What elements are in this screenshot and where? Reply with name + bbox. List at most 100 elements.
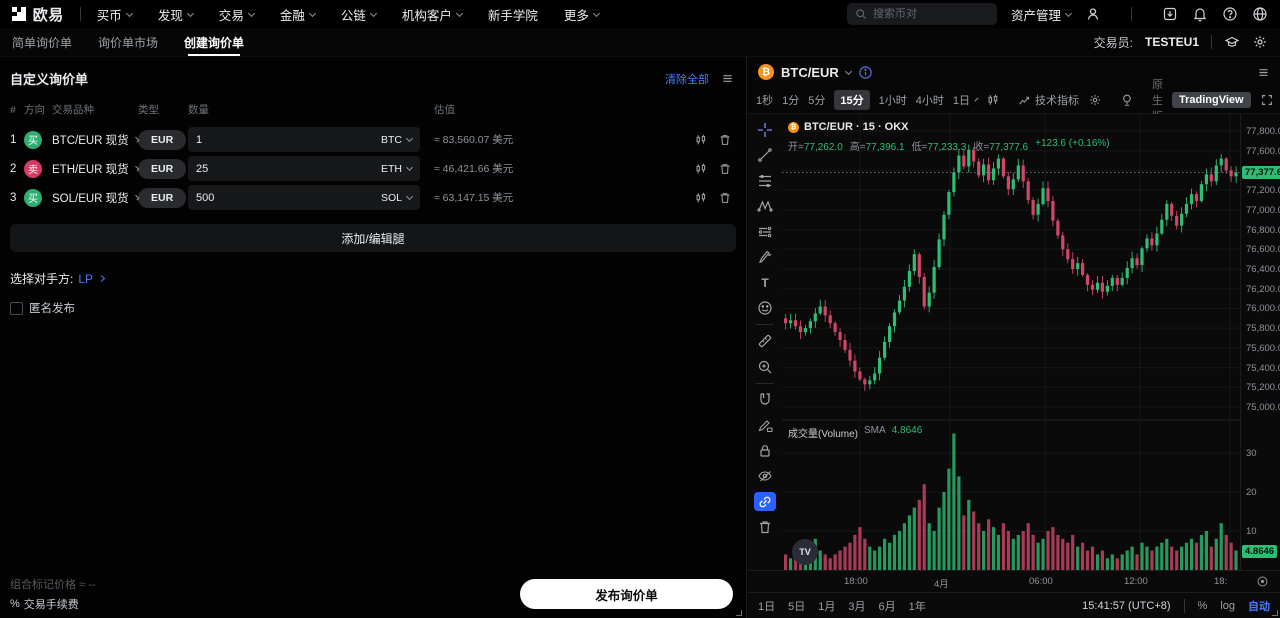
logo-text[interactable]: 欧易 bbox=[32, 6, 64, 24]
range-6mo[interactable]: 6月 bbox=[878, 600, 896, 613]
okx-logo-icon[interactable] bbox=[12, 7, 26, 21]
menu-institutional[interactable]: 机构客户 bbox=[402, 5, 463, 24]
auto-scale-toggle[interactable]: 自动 bbox=[1248, 600, 1270, 613]
instrument-selector[interactable]: BTC/EUR 现货 bbox=[52, 132, 140, 148]
tab-create-rfq[interactable]: 创建询价单 bbox=[184, 28, 244, 56]
search-box[interactable] bbox=[846, 3, 997, 25]
log-scale-toggle[interactable]: log bbox=[1220, 599, 1235, 612]
resize-handle[interactable] bbox=[736, 610, 742, 616]
depth-chart-icon[interactable] bbox=[694, 133, 708, 147]
language-globe-icon[interactable] bbox=[1252, 6, 1268, 22]
amount-input[interactable] bbox=[196, 133, 381, 146]
symbol-selector[interactable]: BTC/EUR bbox=[781, 64, 839, 80]
info-icon[interactable] bbox=[858, 65, 873, 80]
zoom-in-tool-icon[interactable] bbox=[754, 357, 776, 376]
drawing-lock-tool-icon[interactable] bbox=[754, 416, 776, 435]
menu-finance[interactable]: 金融 bbox=[280, 5, 316, 24]
notifications-icon[interactable] bbox=[1192, 6, 1208, 22]
go-to-realtime-icon[interactable] bbox=[1256, 575, 1269, 588]
chart-list-icon[interactable] bbox=[1257, 66, 1270, 79]
chart-area[interactable]: T ₿ BTC/EUR · 15 · OKX bbox=[748, 114, 1280, 618]
currency-type-pill[interactable]: EUR bbox=[138, 158, 187, 179]
display-settings-icon[interactable] bbox=[1120, 93, 1134, 107]
range-1mo[interactable]: 1月 bbox=[818, 600, 836, 613]
position-tool-icon[interactable] bbox=[754, 222, 776, 241]
magnet-tool-icon[interactable] bbox=[754, 390, 776, 409]
interval-15m[interactable]: 15分 bbox=[834, 90, 870, 110]
drawing-toolbar: T bbox=[748, 120, 781, 537]
fee-label: 交易手续费 bbox=[23, 599, 79, 611]
time-axis[interactable]: 18:00 4月 06:00 12:00 18: bbox=[748, 570, 1280, 592]
help-icon[interactable] bbox=[1222, 6, 1238, 22]
menu-buy-crypto[interactable]: 买币 bbox=[97, 5, 133, 24]
menu-discover[interactable]: 发现 bbox=[158, 5, 194, 24]
currency-type-pill[interactable]: EUR bbox=[138, 129, 187, 150]
fib-retracement-tool-icon[interactable] bbox=[754, 171, 776, 190]
depth-chart-icon[interactable] bbox=[694, 162, 708, 176]
unit-dropdown[interactable]: SOL bbox=[381, 192, 414, 204]
range-1y[interactable]: 1年 bbox=[908, 600, 926, 613]
settings-gear-icon[interactable] bbox=[1252, 34, 1268, 50]
instrument-selector[interactable]: ETH/EUR 现货 bbox=[52, 161, 140, 177]
tab-simple-rfq[interactable]: 简单询价单 bbox=[12, 35, 73, 50]
menu-trade[interactable]: 交易 bbox=[219, 5, 255, 24]
brush-tool-icon[interactable] bbox=[754, 248, 776, 267]
delete-leg-icon[interactable] bbox=[718, 133, 732, 147]
trendline-tool-icon[interactable] bbox=[754, 146, 776, 165]
tradingview-version-tab[interactable]: TradingView bbox=[1172, 92, 1251, 108]
publish-rfq-button[interactable]: 发布询价单 bbox=[520, 579, 733, 609]
price-axis[interactable]: 77,377.6 4.8646 77,800.0 77,600.0 77,200.0… bbox=[1240, 114, 1280, 570]
panel-menu-icon[interactable] bbox=[721, 72, 734, 85]
delete-leg-icon[interactable] bbox=[718, 162, 732, 176]
menu-chain[interactable]: 公链 bbox=[341, 5, 377, 24]
instrument-selector[interactable]: SOL/EUR 现货 bbox=[52, 190, 140, 206]
percent-scale-toggle[interactable]: % bbox=[1197, 599, 1208, 612]
tradingview-logo[interactable]: TV bbox=[792, 539, 818, 565]
remove-drawings-tool-icon[interactable] bbox=[754, 518, 776, 537]
delete-leg-icon[interactable] bbox=[718, 191, 732, 205]
clear-all-link[interactable]: 清除全部 bbox=[665, 73, 709, 86]
amount-input[interactable] bbox=[196, 162, 381, 175]
interval-1s[interactable]: 1秒 bbox=[756, 95, 774, 107]
search-input[interactable] bbox=[872, 8, 989, 20]
fullscreen-icon[interactable] bbox=[1260, 93, 1274, 107]
counterparty-selector[interactable]: LP bbox=[78, 272, 106, 286]
measure-tool-icon[interactable] bbox=[754, 332, 776, 351]
interval-1h[interactable]: 1小时 bbox=[878, 95, 907, 107]
range-3mo[interactable]: 3月 bbox=[848, 600, 866, 613]
candlestick-chart[interactable] bbox=[782, 114, 1240, 570]
emoji-tool-icon[interactable] bbox=[754, 299, 776, 318]
col-instrument: 交易品种 bbox=[52, 104, 94, 116]
unit-dropdown[interactable]: ETH bbox=[381, 163, 414, 175]
resize-handle[interactable] bbox=[1272, 610, 1278, 616]
crosshair-tool-icon[interactable] bbox=[754, 120, 776, 139]
asset-management-menu[interactable]: 资产管理 bbox=[1011, 5, 1073, 24]
add-edit-legs-button[interactable]: 添加/编辑腿 bbox=[10, 224, 736, 252]
candle-style-icon[interactable] bbox=[986, 93, 1000, 107]
currency-type-pill[interactable]: EUR bbox=[138, 187, 187, 208]
amount-input[interactable] bbox=[196, 191, 381, 204]
lock-all-tool-icon[interactable] bbox=[754, 441, 776, 460]
anonymous-checkbox[interactable] bbox=[10, 301, 23, 315]
interval-1d[interactable]: 1日 bbox=[952, 95, 970, 107]
download-app-icon[interactable] bbox=[1162, 6, 1178, 22]
text-tool-icon[interactable]: T bbox=[754, 273, 776, 292]
range-1d[interactable]: 1日 bbox=[758, 600, 776, 613]
menu-academy[interactable]: 新手学院 bbox=[487, 8, 538, 23]
menu-more[interactable]: 更多 bbox=[564, 5, 600, 24]
interval-1m[interactable]: 1分 bbox=[782, 95, 800, 107]
sync-link-tool-icon[interactable] bbox=[753, 492, 776, 511]
range-5d[interactable]: 5日 bbox=[788, 600, 806, 613]
academy-cap-icon[interactable] bbox=[1224, 34, 1240, 50]
interval-4h[interactable]: 4小时 bbox=[915, 95, 944, 107]
interval-5m[interactable]: 5分 bbox=[808, 95, 826, 107]
tab-rfq-board[interactable]: 询价单市场 bbox=[98, 35, 159, 50]
pattern-tool-icon[interactable] bbox=[754, 197, 776, 216]
unit-dropdown[interactable]: BTC bbox=[381, 134, 414, 146]
hide-drawings-tool-icon[interactable] bbox=[754, 467, 776, 486]
depth-chart-icon[interactable] bbox=[694, 191, 708, 205]
indicator-settings-gear-icon[interactable] bbox=[1088, 93, 1102, 107]
interval-more-chevron[interactable] bbox=[974, 96, 979, 102]
user-icon[interactable] bbox=[1085, 6, 1101, 22]
indicators-button[interactable]: 技术指标 bbox=[1018, 92, 1079, 108]
